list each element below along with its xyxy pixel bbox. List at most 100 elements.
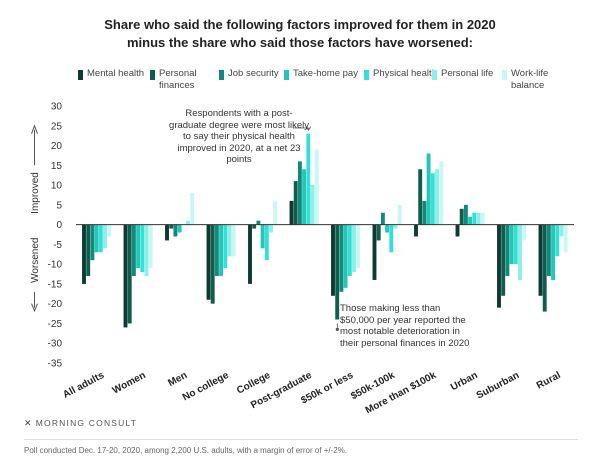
bar-11-0: [538, 224, 543, 296]
bar-5-5: [310, 185, 315, 225]
chart-title-line-2: minus the share who said those factors h…: [126, 35, 474, 50]
bar-1-2: [131, 224, 136, 277]
bar-2-2: [173, 224, 178, 237]
legend-label-2: Job security: [228, 68, 279, 79]
bar-5-6: [314, 149, 319, 225]
bar-10-6: [522, 224, 527, 241]
x-tick-label-10: Suburban: [475, 370, 521, 402]
bar-0-3: [94, 224, 99, 253]
bar-7-0: [372, 224, 377, 280]
chart-title-line-1: Share who said the following factors imp…: [104, 17, 496, 32]
bar-8-3: [426, 153, 431, 225]
bar-8-0: [414, 224, 418, 237]
bar-10-5: [518, 224, 522, 280]
y-tick-label-4: 10: [51, 181, 63, 192]
x-tick-label-0: All adults: [61, 370, 106, 401]
bar-10-3: [509, 224, 514, 265]
y-tick-label-9: -15: [48, 279, 63, 290]
bar-7-2: [380, 212, 385, 225]
legend-label-3: Take-home pay: [293, 68, 358, 79]
annotation-postgrad-pointer: [293, 127, 309, 130]
bar-4-5: [269, 224, 273, 233]
legend-swatch-4: [364, 70, 369, 80]
y-tick-label-8: -10: [48, 260, 63, 271]
bar-3-6: [231, 224, 236, 257]
annotation-low-income-dot: [335, 327, 339, 331]
bar-10-2: [505, 224, 510, 277]
bar-3-2: [214, 224, 219, 277]
bar-5-2: [297, 161, 302, 225]
y-tick-label-3: 15: [51, 161, 63, 172]
annotation-postgrad: Respondents with a post-graduate degree …: [169, 108, 309, 165]
annotation-low-income: Those making less than $50,000 per year …: [340, 303, 470, 349]
bar-9-0: [455, 224, 460, 237]
y-tick-label-10: -20: [48, 299, 63, 310]
brand-name: MORNING CONSULT: [35, 418, 138, 428]
bar-4-1: [252, 224, 257, 229]
bar-5-4: [306, 133, 311, 225]
worsened-axis-label: Worsened: [30, 237, 41, 282]
bar-6-3: [343, 224, 348, 288]
bar-11-5: [559, 224, 564, 237]
bar-2-1: [169, 224, 174, 229]
annotation-postgrad-arrowhead: [305, 126, 312, 131]
bar-0-2: [90, 224, 95, 261]
legend-swatch-1: [150, 70, 155, 80]
bar-1-4: [140, 224, 145, 273]
y-tick-label-1: 25: [51, 121, 63, 132]
bar-0-6: [107, 224, 112, 237]
legend-label-0: Mental health: [87, 68, 145, 79]
bar-5-3: [302, 169, 307, 225]
bar-7-3: [385, 224, 390, 233]
chart-title: Share who said the following factors imp…: [0, 16, 600, 52]
bar-0-0: [82, 224, 86, 284]
bar-3-1: [210, 224, 215, 304]
improved-arrow-head: [31, 124, 38, 134]
bar-1-1: [127, 224, 132, 324]
bar-9-2: [463, 204, 468, 225]
x-tick-label-8: More than $100k: [364, 370, 439, 417]
bar-4-3: [260, 224, 265, 249]
bar-7-1: [376, 224, 381, 241]
bar-11-1: [542, 224, 547, 312]
bar-2-3: [177, 224, 182, 233]
bar-10-0: [497, 224, 501, 308]
bar-8-4: [430, 173, 435, 225]
y-tick-label-2: 20: [51, 141, 63, 152]
bar-9-6: [480, 212, 485, 225]
bar-6-4: [347, 224, 352, 277]
bar-2-0: [165, 224, 169, 241]
bar-6-1: [335, 224, 340, 320]
x-tick-label-11: Rural: [535, 370, 563, 392]
x-tick-label-1: Women: [111, 370, 148, 397]
bar-8-1: [418, 169, 423, 225]
bar-1-3: [136, 224, 141, 269]
bar-7-4: [389, 224, 394, 253]
bar-9-4: [472, 212, 477, 225]
x-tick-label-9: Urban: [449, 370, 480, 393]
y-tick-label-7: -5: [53, 240, 62, 251]
bar-9-3: [468, 216, 473, 225]
bar-8-2: [422, 200, 427, 225]
improved-axis-label: Improved: [30, 172, 41, 214]
bar-4-4: [264, 224, 269, 261]
y-tick-label-5: 5: [56, 200, 62, 211]
y-tick-label-13: -35: [48, 359, 63, 370]
bar-11-4: [555, 224, 560, 257]
bar-7-5: [393, 224, 398, 229]
legend-label-4: Physical health: [373, 68, 437, 79]
bar-10-4: [513, 224, 518, 265]
bar-0-1: [86, 224, 91, 277]
legend-label-1: Personal finances: [159, 68, 197, 91]
bar-4-0: [248, 224, 252, 284]
bar-2-5: [186, 220, 190, 225]
y-tick-label-12: -30: [48, 339, 63, 350]
bar-6-0: [331, 224, 335, 296]
bar-0-5: [103, 224, 107, 249]
bar-1-0: [123, 224, 128, 328]
y-tick-label-0: 30: [51, 102, 63, 113]
legend-swatch-2: [219, 70, 224, 80]
legend-swatch-6: [502, 70, 507, 80]
bar-0-4: [98, 224, 103, 253]
bar-2-6: [190, 192, 195, 225]
